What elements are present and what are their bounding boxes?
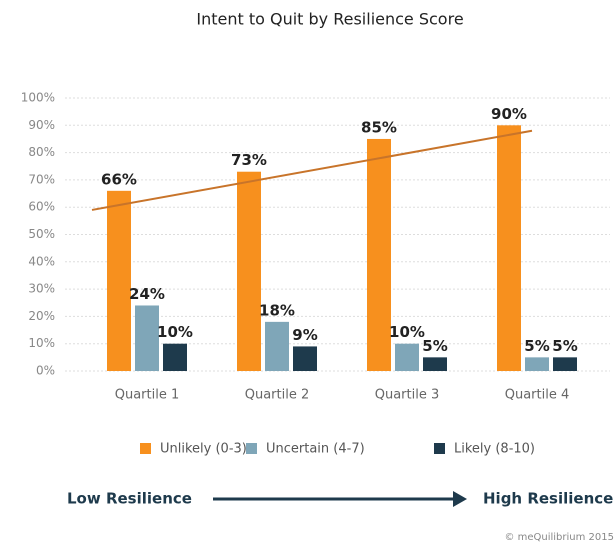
value-label: 10% (389, 323, 425, 341)
legend-swatch (140, 443, 151, 454)
bar (135, 305, 159, 371)
y-tick-label: 10% (28, 336, 55, 350)
bar (423, 357, 447, 371)
legend-swatch (434, 443, 445, 454)
bar (525, 357, 549, 371)
value-label: 5% (422, 337, 447, 355)
value-label: 66% (101, 170, 137, 188)
x-tick-label: Quartile 4 (505, 388, 570, 403)
y-tick-label: 80% (28, 145, 55, 159)
legend-label: Unlikely (0-3) (160, 442, 247, 457)
y-tick-label: 0% (36, 364, 55, 378)
y-tick-label: 20% (28, 309, 55, 323)
y-tick-label: 50% (28, 227, 55, 241)
legend-swatch (246, 443, 257, 454)
credit: © meQuilibrium 2015 (504, 532, 614, 543)
value-label: 85% (361, 118, 397, 136)
value-label: 5% (524, 337, 549, 355)
value-label: 18% (259, 301, 295, 319)
value-label: 73% (231, 151, 267, 169)
bar (367, 138, 391, 371)
footer-left: Low Resilience (67, 490, 192, 508)
trend-line (91, 129, 533, 211)
value-label: 90% (491, 105, 527, 123)
y-tick-label: 40% (28, 254, 55, 268)
bar (107, 190, 131, 371)
bar (265, 321, 289, 371)
value-label: 5% (552, 337, 577, 355)
bar (553, 357, 577, 371)
y-tick-label: 70% (28, 172, 55, 186)
bar (163, 343, 187, 371)
bar (497, 125, 521, 371)
value-label: 10% (157, 323, 193, 341)
footer-right: High Resilience (483, 490, 613, 508)
x-tick-label: Quartile 3 (375, 388, 440, 403)
value-label: 9% (292, 326, 317, 344)
y-tick-label: 90% (28, 118, 55, 132)
bar (293, 346, 317, 371)
x-tick-label: Quartile 1 (115, 388, 180, 403)
y-tick-label: 60% (28, 200, 55, 214)
bar (395, 343, 419, 371)
x-tick-label: Quartile 2 (245, 388, 310, 403)
legend-label: Uncertain (4-7) (266, 442, 365, 457)
y-tick-label: 100% (21, 91, 55, 105)
y-tick-label: 30% (28, 282, 55, 296)
value-label: 24% (129, 285, 165, 303)
legend-label: Likely (8-10) (454, 442, 535, 457)
arrow-head (453, 491, 467, 507)
chart-title: Intent to Quit by Resilience Score (196, 10, 463, 29)
bar (237, 171, 261, 371)
